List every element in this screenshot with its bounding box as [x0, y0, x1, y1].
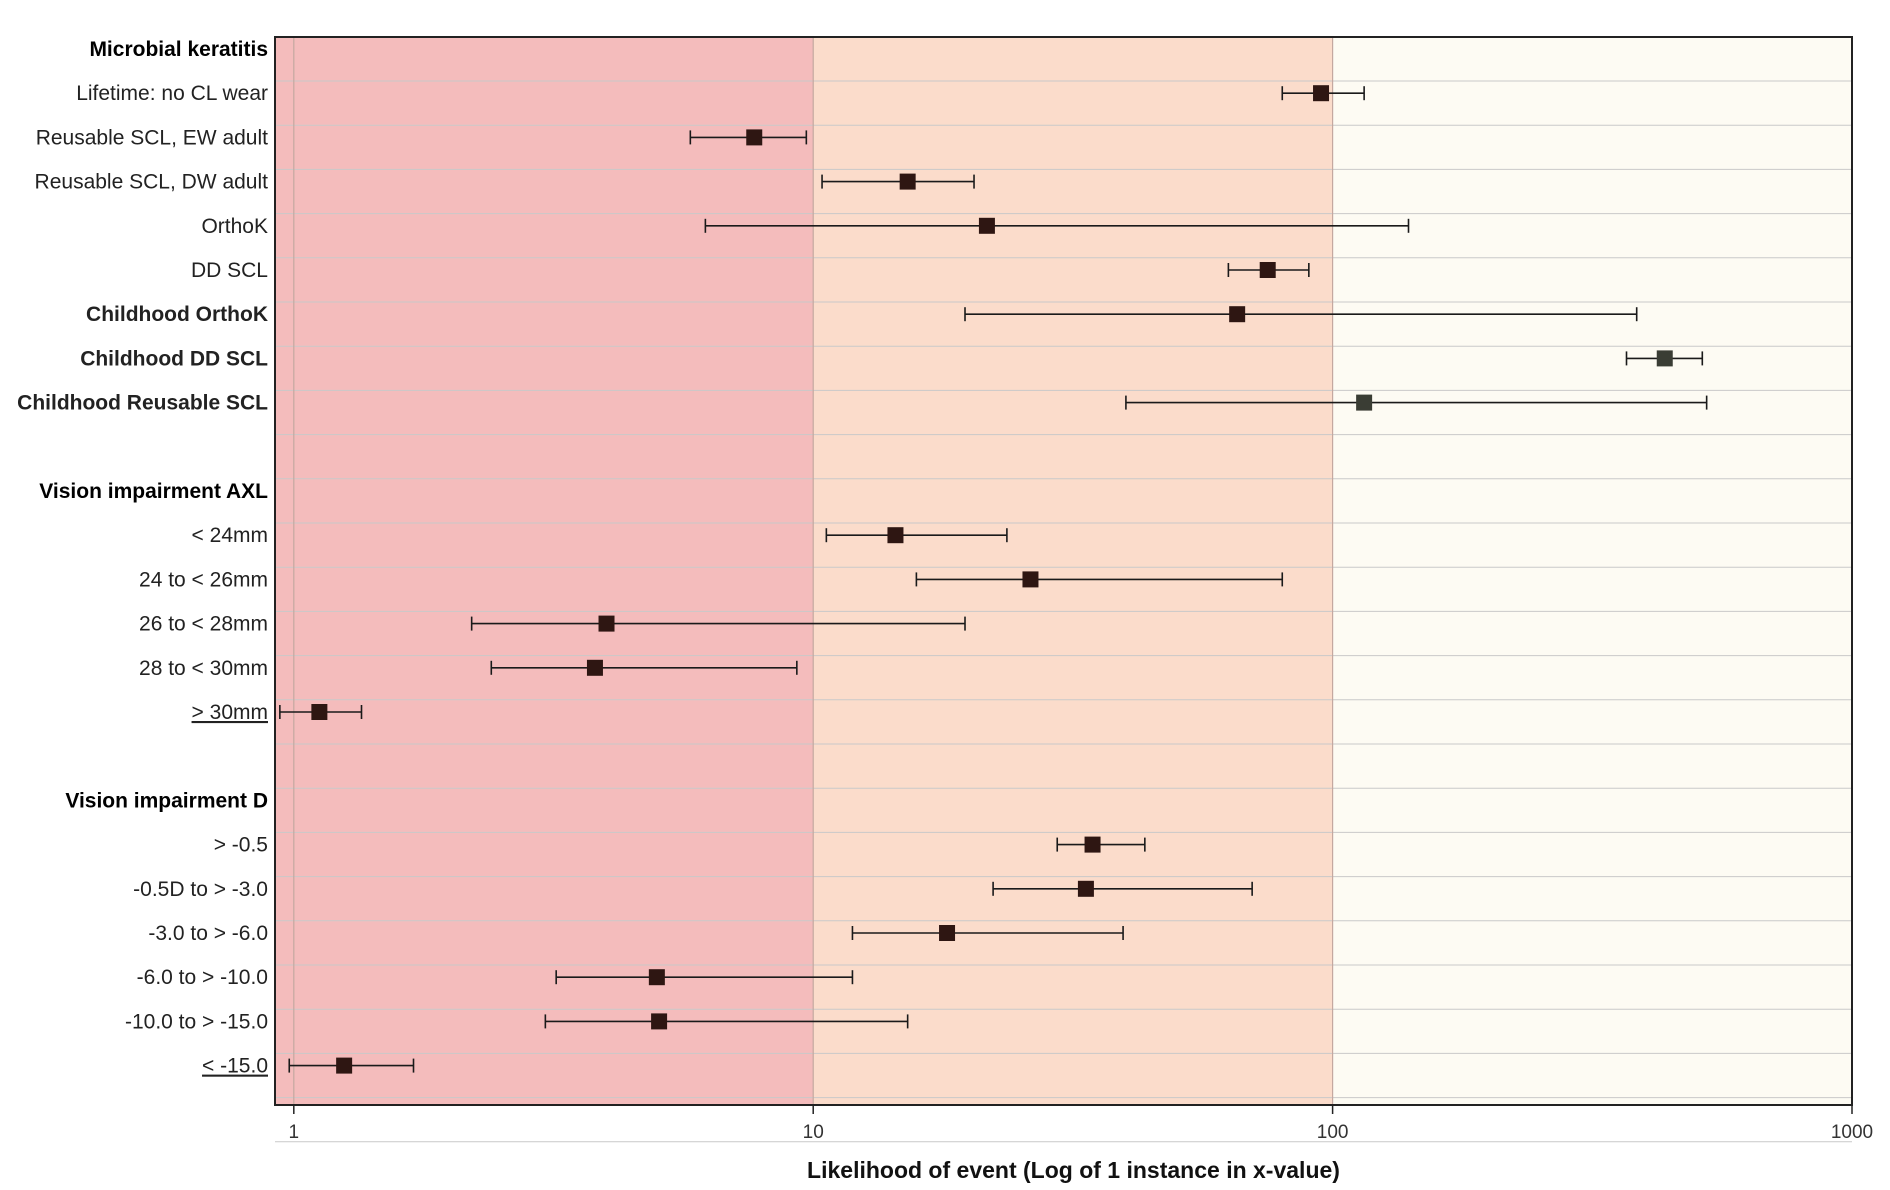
data-marks — [279, 85, 1708, 1074]
point-marker — [1356, 394, 1373, 411]
row-label: OrthoK — [201, 215, 268, 238]
plot-frame — [274, 36, 1853, 1106]
point-marker — [311, 704, 328, 720]
row-label: Reusable SCL, DW adult — [35, 171, 269, 194]
row-label: 24 to < 26mm — [139, 568, 268, 591]
point-marker — [1259, 262, 1276, 278]
point-marker — [1084, 836, 1101, 853]
row-label: Childhood DD SCL — [80, 347, 268, 370]
point-marker — [1656, 350, 1673, 367]
row-label: DD SCL — [191, 259, 268, 282]
point-marker — [336, 1057, 353, 1074]
point-marker — [899, 173, 916, 190]
risk-bands — [275, 37, 1852, 1105]
x-tick-label: 100 — [1317, 1122, 1349, 1143]
section-header-label: Vision impairment AXL — [39, 480, 268, 503]
row-label: < 24mm — [192, 524, 268, 547]
row-label: < -15.0 — [202, 1055, 268, 1078]
point-marker — [1077, 880, 1094, 897]
point-marker — [887, 527, 904, 544]
point-marker — [586, 659, 603, 676]
risk-band-2 — [1332, 37, 1852, 1105]
section-header-label: Vision impairment D — [65, 789, 268, 812]
point-marker — [746, 129, 763, 146]
row-labels: Microbial keratitis Lifetime: no CL wear R… — [17, 38, 268, 1078]
row-label: 26 to < 28mm — [139, 613, 268, 636]
row-label: -6.0 to > -10.0 — [137, 966, 268, 989]
row-label: 28 to < 30mm — [139, 657, 268, 680]
point-marker — [1229, 306, 1246, 323]
row-label: -10.0 to > -15.0 — [125, 1010, 268, 1033]
point-marker — [598, 615, 615, 632]
x-tick-label: 1000 — [1831, 1122, 1873, 1143]
point-marker — [651, 1013, 668, 1030]
x-axis-title: Likelihood of event (Log of 1 instance i… — [807, 1157, 1340, 1183]
x-tick-label: 10 — [803, 1122, 824, 1143]
section-header-label: Microbial keratitis — [89, 38, 268, 61]
risk-band-1 — [813, 37, 1333, 1105]
row-label: Childhood Reusable SCL — [17, 392, 268, 415]
row-label: -3.0 to > -6.0 — [148, 922, 268, 945]
row-label: -0.5D to > -3.0 — [133, 878, 268, 901]
row-label: Childhood OrthoK — [86, 303, 268, 326]
x-tick-label: 1 — [289, 1122, 300, 1143]
point-marker — [648, 969, 665, 986]
point-marker — [1313, 85, 1330, 102]
x-axis: 1 10 100 1000 — [289, 1105, 1873, 1143]
row-label: > -0.5 — [214, 834, 268, 857]
gridlines — [275, 37, 1852, 1143]
point-marker — [939, 925, 956, 941]
point-marker — [978, 217, 995, 234]
point-marker — [1022, 571, 1039, 588]
row-label: > 30mm — [192, 701, 268, 724]
risk-band-0 — [275, 37, 814, 1105]
row-label: Lifetime: no CL wear — [76, 82, 268, 105]
row-label: Reusable SCL, EW adult — [36, 126, 268, 149]
